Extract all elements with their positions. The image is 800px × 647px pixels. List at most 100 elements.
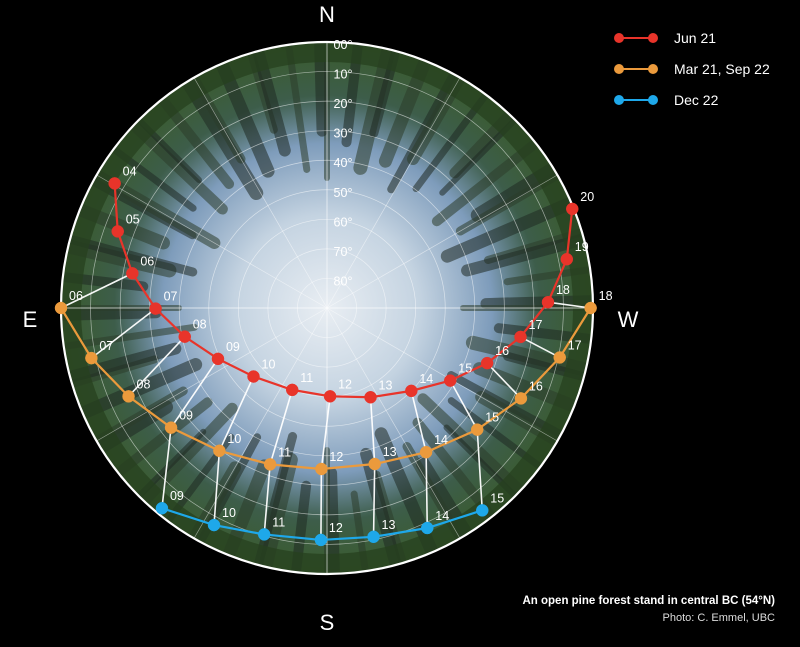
- sun-position-point: [149, 302, 162, 315]
- sun-position-point: [155, 501, 169, 515]
- hour-label: 10: [227, 432, 241, 446]
- sun-position-point: [421, 521, 434, 535]
- legend: Jun 21 Mar 21, Sep 22 Dec 22: [614, 22, 770, 115]
- legend-item-dec22: Dec 22: [614, 84, 770, 115]
- sun-position-point: [285, 383, 299, 397]
- sun-position-point: [514, 392, 528, 405]
- hour-label: 10: [222, 506, 236, 520]
- hour-label: 11: [300, 371, 313, 385]
- sun-position-point: [108, 177, 121, 190]
- altitude-label: 00°: [334, 38, 353, 52]
- sun-position-point: [164, 421, 178, 434]
- sun-position-point: [247, 370, 260, 383]
- sun-position-point: [315, 462, 328, 476]
- hour-label: 05: [126, 212, 140, 226]
- compass-north: N: [319, 2, 335, 27]
- sun-position-point: [364, 391, 377, 404]
- caption-title: An open pine forest stand in central BC …: [522, 595, 775, 607]
- hour-label: 15: [490, 491, 504, 505]
- altitude-label: 50°: [334, 186, 353, 200]
- altitude-label: 80°: [334, 274, 353, 288]
- legend-label-equinox: Mar 21, Sep 22: [674, 60, 770, 77]
- legend-item-equinox: Mar 21, Sep 22: [614, 53, 770, 84]
- hour-label: 18: [599, 289, 613, 303]
- photo-credit: Photo: C. Emmel, UBC: [662, 612, 775, 624]
- series-0: 04 05 06 07 08 09 10 11 12 13 14 15 16 17 18 19 20: [108, 164, 594, 404]
- azimuth-line: [96, 174, 328, 309]
- hour-label: 06: [69, 289, 83, 303]
- sun-position-point: [560, 252, 574, 266]
- hour-label: 09: [179, 409, 193, 423]
- sun-position-point: [213, 444, 226, 458]
- azimuth-line: [326, 307, 558, 442]
- hour-label: 08: [137, 377, 151, 391]
- altitude-label: 30°: [334, 127, 353, 141]
- hour-label: 09: [170, 489, 184, 503]
- hour-label: 11: [278, 445, 291, 459]
- compass-south: S: [320, 610, 335, 635]
- hour-label: 14: [419, 372, 433, 386]
- hour-label: 16: [529, 379, 543, 393]
- legend-label-dec22: Dec 22: [674, 91, 719, 108]
- azimuth-line: [96, 307, 328, 442]
- hour-label: 10: [262, 358, 276, 372]
- hour-label: 06: [140, 254, 154, 268]
- hour-label: 18: [556, 283, 570, 297]
- sun-position-point: [470, 423, 484, 436]
- altitude-label: 70°: [334, 245, 353, 259]
- hour-label: 19: [575, 240, 589, 254]
- sun-position-point: [514, 330, 527, 344]
- altitude-labels: 00° 10° 20° 30° 40° 50° 60° 70° 80°: [334, 38, 353, 288]
- hour-line: [486, 362, 522, 399]
- hour-line: [60, 272, 133, 309]
- sun-position-point: [405, 384, 418, 398]
- sun-position-point: [480, 356, 494, 370]
- sun-position-point: [566, 202, 579, 216]
- legend-label-jun21: Jun 21: [674, 29, 717, 46]
- sun-position-point: [314, 533, 328, 547]
- hour-label: 15: [485, 411, 499, 425]
- hour-label: 11: [272, 515, 285, 529]
- legend-swatch-jun21: [614, 32, 658, 43]
- legend-swatch-dec22: [614, 94, 658, 105]
- polar-grid: [61, 42, 593, 574]
- altitude-label: 60°: [334, 215, 353, 229]
- sun-position-point: [54, 301, 68, 315]
- sun-position-point: [85, 351, 98, 365]
- hour-line: [127, 336, 186, 397]
- hour-label: 09: [226, 340, 240, 354]
- hour-label: 13: [379, 378, 393, 392]
- sun-position-point: [211, 352, 225, 366]
- hour-label: 15: [458, 362, 472, 376]
- sun-position-point: [257, 528, 271, 541]
- hour-label: 14: [435, 509, 449, 523]
- azimuth-line: [326, 307, 461, 539]
- sun-position-point: [584, 301, 597, 315]
- sun-position-point: [323, 390, 337, 403]
- compass-east: E: [23, 307, 38, 332]
- hour-label: 12: [329, 450, 343, 464]
- sun-position-point: [541, 295, 555, 309]
- sun-position-point: [207, 518, 221, 532]
- series-1: 06 07 08 09 10 11 12 13 14 15 16 17 18: [54, 289, 613, 476]
- sun-position-point: [263, 458, 277, 471]
- altitude-label: 40°: [334, 156, 353, 170]
- hour-label: 04: [123, 164, 137, 178]
- hour-label: 13: [382, 518, 396, 532]
- sun-position-point: [368, 457, 381, 471]
- sun-path-series: 04 05 06 07 08 09 10 11 12 13 14 15 16 17 18 19 20 06 07 08…: [54, 164, 613, 547]
- hour-label: 20: [580, 190, 594, 204]
- legend-item-jun21: Jun 21: [614, 22, 770, 53]
- azimuth-line: [326, 77, 461, 309]
- legend-swatch-equinox: [614, 63, 658, 74]
- azimuth-line: [193, 77, 328, 309]
- hour-label: 07: [99, 339, 113, 353]
- hour-line: [547, 301, 591, 309]
- altitude-label: 10°: [334, 68, 353, 82]
- sun-position-point: [367, 530, 380, 544]
- sun-position-point: [126, 267, 139, 280]
- hour-line: [90, 307, 157, 359]
- sun-position-point: [122, 390, 135, 403]
- series-2: 09 10 11 12 13 14 15: [155, 489, 504, 547]
